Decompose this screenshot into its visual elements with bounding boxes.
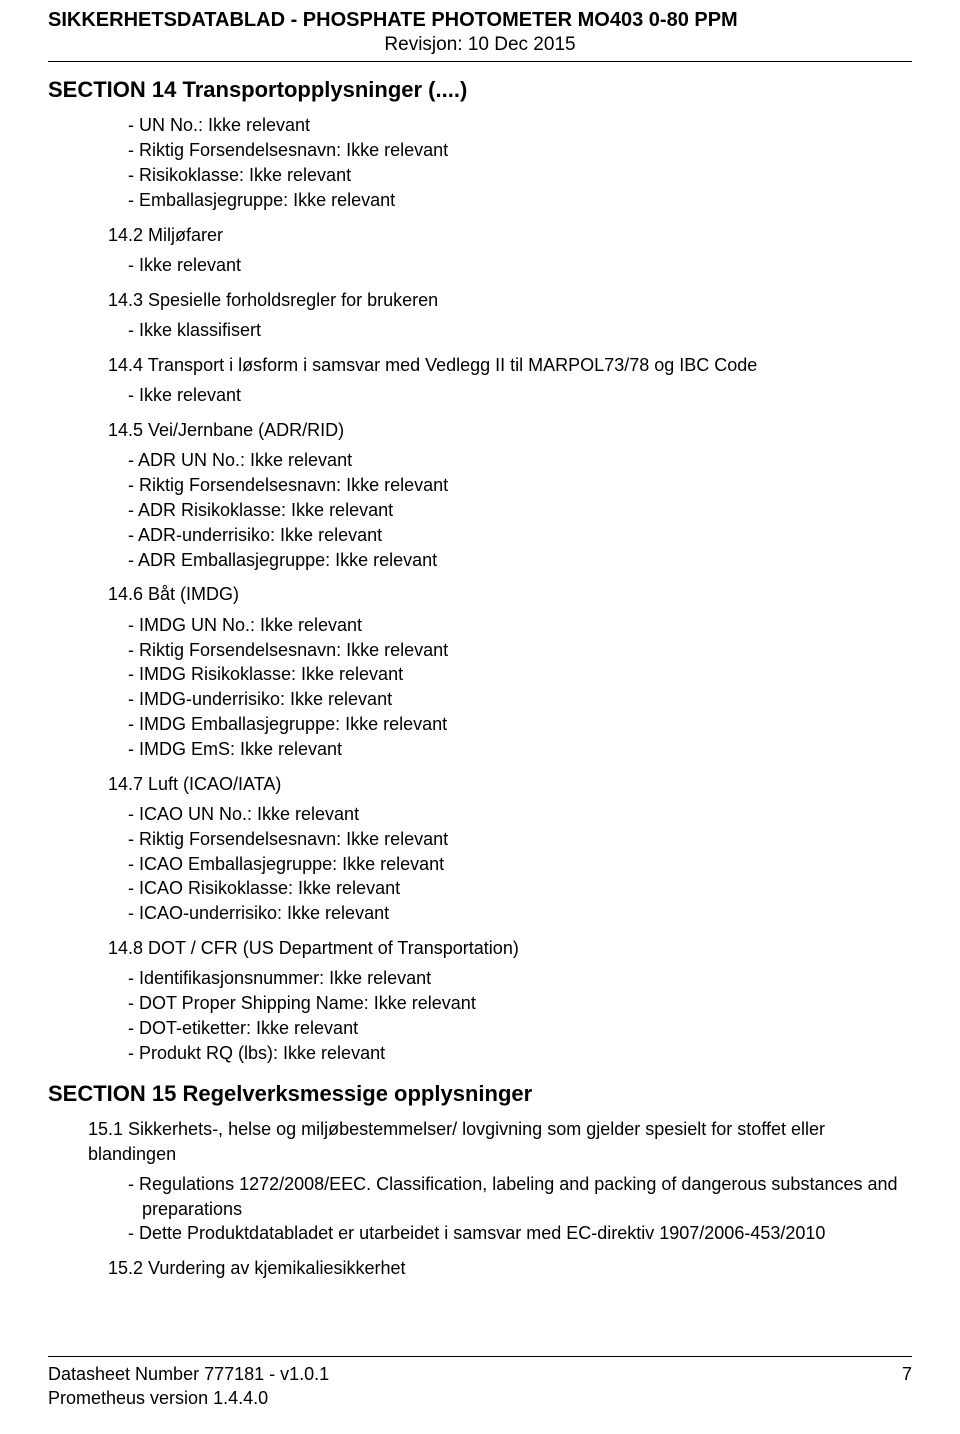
list-item: ICAO Risikoklasse: Ikke relevant bbox=[128, 876, 912, 901]
list-item: Emballasjegruppe: Ikke relevant bbox=[128, 188, 912, 213]
para-15-1: 15.1 Sikkerhets-, helse og miljøbestemme… bbox=[88, 1117, 912, 1166]
list-item: ICAO UN No.: Ikke relevant bbox=[128, 802, 912, 827]
list-14-3: Ikke klassifisert bbox=[128, 318, 912, 343]
list-item: IMDG EmS: Ikke relevant bbox=[128, 737, 912, 762]
list-item: IMDG Risikoklasse: Ikke relevant bbox=[128, 662, 912, 687]
header-title: SIKKERHETSDATABLAD - PHOSPHATE PHOTOMETE… bbox=[48, 8, 912, 32]
list-item: Regulations 1272/2008/EEC. Classificatio… bbox=[128, 1172, 912, 1222]
footer-version: Prometheus version 1.4.4.0 bbox=[48, 1387, 329, 1410]
footer-left: Datasheet Number 777181 - v1.0.1 Prometh… bbox=[48, 1363, 329, 1410]
list-item: Riktig Forsendelsesnavn: Ikke relevant bbox=[128, 473, 912, 498]
subheading-14-4: 14.4 Transport i løsform i samsvar med V… bbox=[108, 353, 912, 377]
list-item: IMDG Emballasjegruppe: Ikke relevant bbox=[128, 712, 912, 737]
header-revision: Revisjon: 10 Dec 2015 bbox=[48, 34, 912, 57]
page-header: SIKKERHETSDATABLAD - PHOSPHATE PHOTOMETE… bbox=[48, 0, 912, 62]
list-14-4: Ikke relevant bbox=[128, 383, 912, 408]
subheading-14-3: 14.3 Spesielle forholdsregler for bruker… bbox=[108, 288, 912, 312]
list-item: ADR-underrisiko: Ikke relevant bbox=[128, 523, 912, 548]
list-item: UN No.: Ikke relevant bbox=[128, 113, 912, 138]
list-item: ICAO-underrisiko: Ikke relevant bbox=[128, 901, 912, 926]
list-15-1: Regulations 1272/2008/EEC. Classificatio… bbox=[128, 1172, 912, 1246]
list-14-7: ICAO UN No.: Ikke relevant Riktig Forsen… bbox=[128, 802, 912, 926]
list-item: Ikke klassifisert bbox=[128, 318, 912, 343]
subheading-14-6: 14.6 Båt (IMDG) bbox=[108, 582, 912, 606]
list-item: IMDG UN No.: Ikke relevant bbox=[128, 613, 912, 638]
footer-datasheet: Datasheet Number 777181 - v1.0.1 bbox=[48, 1363, 329, 1386]
subheading-15-2: 15.2 Vurdering av kjemikaliesikkerhet bbox=[108, 1256, 912, 1280]
list-item: Ikke relevant bbox=[128, 383, 912, 408]
subheading-14-5: 14.5 Vei/Jernbane (ADR/RID) bbox=[108, 418, 912, 442]
list-item: Riktig Forsendelsesnavn: Ikke relevant bbox=[128, 138, 912, 163]
list-item: Identifikasjonsnummer: Ikke relevant bbox=[128, 966, 912, 991]
list-item: ADR Emballasjegruppe: Ikke relevant bbox=[128, 548, 912, 573]
list-item: Riktig Forsendelsesnavn: Ikke relevant bbox=[128, 827, 912, 852]
list-item: Dette Produktdatabladet er utarbeidet i … bbox=[128, 1221, 912, 1246]
header-rule bbox=[48, 61, 912, 62]
page-footer: Datasheet Number 777181 - v1.0.1 Prometh… bbox=[48, 1342, 912, 1410]
list-item: Produkt RQ (lbs): Ikke relevant bbox=[128, 1041, 912, 1066]
list-item: Riktig Forsendelsesnavn: Ikke relevant bbox=[128, 638, 912, 663]
document-page: SIKKERHETSDATABLAD - PHOSPHATE PHOTOMETE… bbox=[0, 0, 960, 1434]
list-item: DOT-etiketter: Ikke relevant bbox=[128, 1016, 912, 1041]
list-item: Ikke relevant bbox=[128, 253, 912, 278]
list-item: ADR UN No.: Ikke relevant bbox=[128, 448, 912, 473]
footer-page-number: 7 bbox=[902, 1363, 912, 1386]
list-14-6: IMDG UN No.: Ikke relevant Riktig Forsen… bbox=[128, 613, 912, 762]
list-14-8: Identifikasjonsnummer: Ikke relevant DOT… bbox=[128, 966, 912, 1065]
list-14-2: Ikke relevant bbox=[128, 253, 912, 278]
list-item: Risikoklasse: Ikke relevant bbox=[128, 163, 912, 188]
list-item: ICAO Emballasjegruppe: Ikke relevant bbox=[128, 852, 912, 877]
subheading-14-2: 14.2 Miljøfarer bbox=[108, 223, 912, 247]
list-item: ADR Risikoklasse: Ikke relevant bbox=[128, 498, 912, 523]
subheading-14-8: 14.8 DOT / CFR (US Department of Transpo… bbox=[108, 936, 912, 960]
list-item: IMDG-underrisiko: Ikke relevant bbox=[128, 687, 912, 712]
section-14-heading: SECTION 14 Transportopplysninger (....) bbox=[48, 76, 912, 104]
subheading-14-7: 14.7 Luft (ICAO/IATA) bbox=[108, 772, 912, 796]
section-15-heading: SECTION 15 Regelverksmessige opplysninge… bbox=[48, 1080, 912, 1108]
list-14-5: ADR UN No.: Ikke relevant Riktig Forsend… bbox=[128, 448, 912, 572]
list-item: DOT Proper Shipping Name: Ikke relevant bbox=[128, 991, 912, 1016]
section-14-top-list: UN No.: Ikke relevant Riktig Forsendelse… bbox=[128, 113, 912, 212]
footer-row: Datasheet Number 777181 - v1.0.1 Prometh… bbox=[48, 1363, 912, 1410]
footer-rule bbox=[48, 1356, 912, 1357]
